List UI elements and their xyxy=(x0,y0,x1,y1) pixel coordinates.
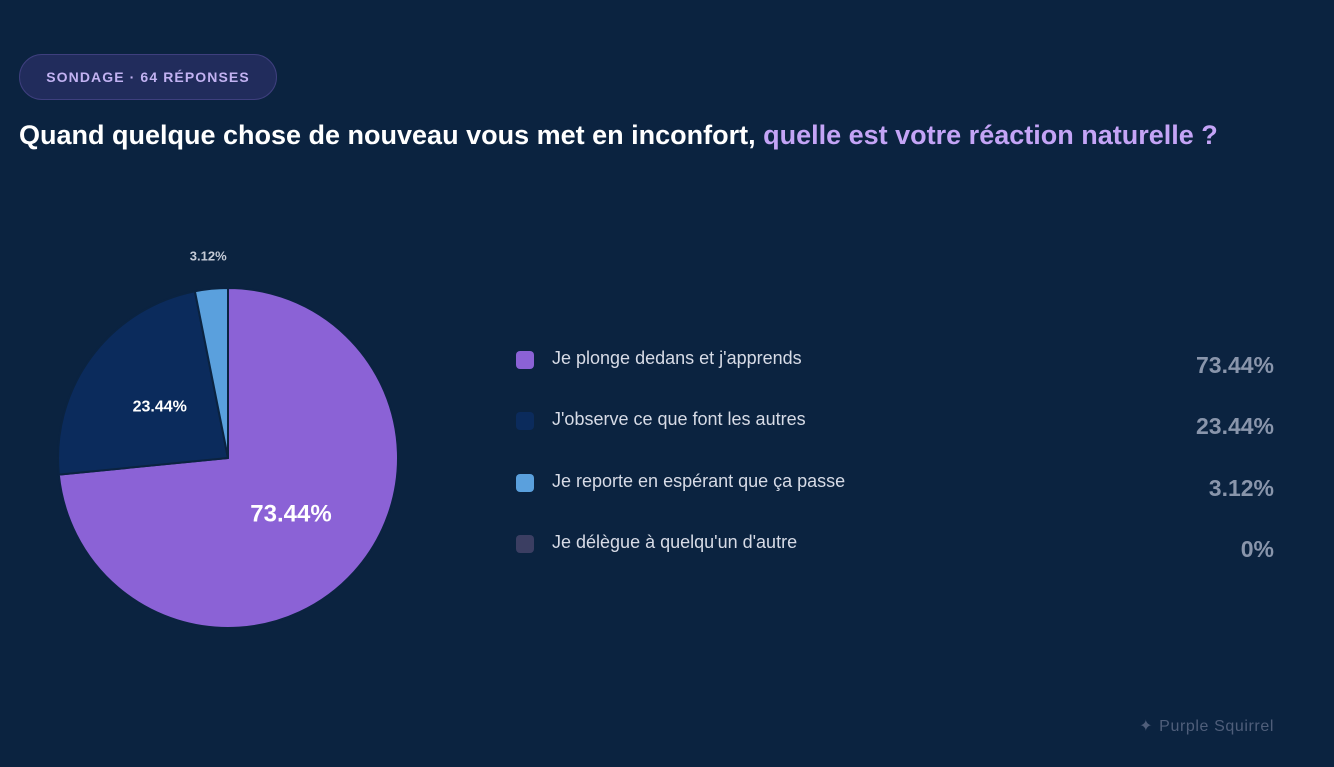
slice-label: 3.12% xyxy=(190,248,227,263)
legend-value: 73.44% xyxy=(1195,352,1274,378)
poll-badge: SONDAGE · 64 RÉPONSES xyxy=(19,54,277,100)
sparkle-icon: ✦ xyxy=(1139,718,1154,735)
brand-name: Purple Squirrel xyxy=(1159,718,1274,735)
legend-label: Je reporte en espérant que ça passe xyxy=(552,471,846,491)
brand-mark: ✦ Purple Squirrel xyxy=(1139,716,1274,736)
slice-label: 23.44% xyxy=(133,399,187,416)
legend-value: 0% xyxy=(1240,536,1274,562)
question-title-highlight: quelle est votre réaction naturelle ? xyxy=(763,120,1218,150)
question-title-text: Quand quelque chose de nouveau vous met … xyxy=(19,120,756,150)
slice-observe xyxy=(57,290,229,476)
slice-reporte xyxy=(193,287,229,459)
legend-swatch xyxy=(516,535,534,553)
legend-swatch xyxy=(516,474,534,492)
question-title: Quand quelque chose de nouveau vous met … xyxy=(19,115,1309,156)
pie-chart: 73.44% 23.44% 3.12% xyxy=(57,248,399,629)
legend-label: J'observe ce que font les autres xyxy=(552,409,806,429)
legend-swatch xyxy=(516,351,534,369)
legend-item: Je plonge dedans et j'apprends 73.44% xyxy=(514,342,1274,382)
legend-item: Je délègue à quelqu'un d'autre 0% xyxy=(514,526,1274,566)
legend-item: Je reporte en espérant que ça passe 3.12% xyxy=(514,465,1274,505)
legend-value: 23.44% xyxy=(1195,413,1274,439)
legend-label: Je délègue à quelqu'un d'autre xyxy=(552,532,798,552)
legend-item: J'observe ce que font les autres 23.44% xyxy=(514,403,1274,443)
legend-label: Je plonge dedans et j'apprends xyxy=(552,348,802,368)
slice-label: 73.44% xyxy=(250,500,331,527)
legend-swatch xyxy=(516,412,534,430)
legend-value: 3.12% xyxy=(1208,475,1274,501)
